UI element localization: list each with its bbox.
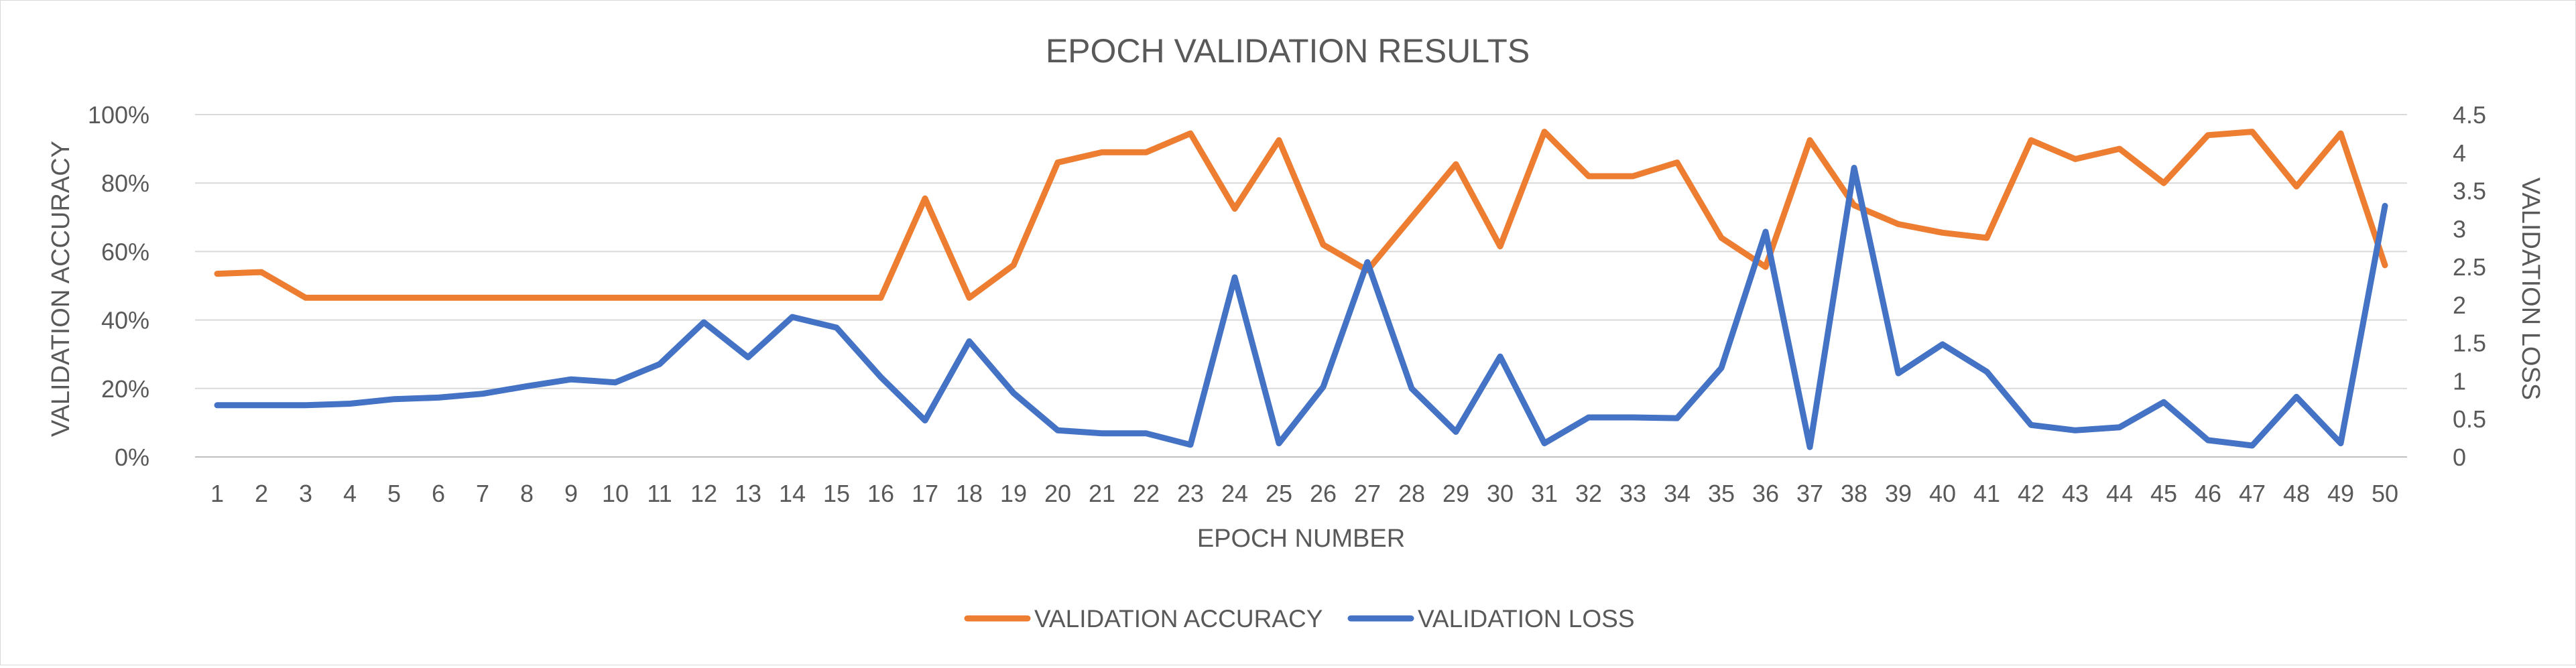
legend-label-loss: VALIDATION LOSS (1418, 605, 1635, 632)
x-tick-label: 11 (647, 480, 672, 507)
legend: VALIDATION ACCURACY VALIDATION LOSS (964, 605, 1635, 632)
x-tick-label: 39 (1885, 480, 1912, 507)
x-tick-label: 49 (2327, 480, 2354, 507)
x-tick-label: 1 (210, 480, 224, 507)
y-left-tick-label: 20% (101, 375, 149, 403)
x-tick-label: 40 (1929, 480, 1956, 507)
x-tick-label: 43 (2062, 480, 2089, 507)
y-left-tick-label: 40% (101, 307, 149, 334)
x-tick-label: 23 (1177, 480, 1204, 507)
x-tick-label: 24 (1221, 480, 1248, 507)
x-tick-label: 18 (956, 480, 983, 507)
y-axis-left-label: VALIDATION ACCURACY (47, 141, 75, 437)
x-tick-label: 47 (2239, 480, 2266, 507)
x-tick-label: 33 (1619, 480, 1646, 507)
x-tick-label: 6 (432, 480, 445, 507)
y-right-tick-label: 4 (2453, 139, 2466, 167)
x-tick-label: 12 (690, 480, 717, 507)
x-tick-label: 28 (1398, 480, 1425, 507)
y-axis-right-label: VALIDATION LOSS (2516, 178, 2544, 400)
x-tick-label: 20 (1044, 480, 1071, 507)
x-tick-label: 19 (1000, 480, 1027, 507)
y-right-tick-label: 1.5 (2453, 330, 2486, 357)
x-tick-label: 14 (779, 480, 806, 507)
y-left-tick-label: 100% (88, 101, 149, 129)
x-tick-label: 50 (2372, 480, 2398, 507)
x-tick-label: 16 (867, 480, 894, 507)
x-axis-ticks: 1 2 3 4 5 6 7 8 9 10 11 12 13 14 15 16 17 18 19 20 21 22 23 24 2… (210, 480, 2398, 507)
x-tick-label: 48 (2283, 480, 2310, 507)
x-tick-label: 45 (2150, 480, 2177, 507)
x-tick-label: 32 (1575, 480, 1602, 507)
left-axis-ticks: 0% 20% 40% 60% 80% 100% (88, 101, 149, 471)
series-line-loss (214, 165, 2388, 450)
y-right-tick-label: 2.5 (2453, 253, 2486, 281)
x-tick-label: 36 (1752, 480, 1779, 507)
x-tick-label: 27 (1354, 480, 1381, 507)
x-tick-label: 26 (1310, 480, 1337, 507)
y-right-tick-label: 3 (2453, 215, 2466, 243)
x-tick-label: 22 (1133, 480, 1160, 507)
y-left-tick-label: 0% (115, 444, 149, 471)
right-axis-ticks: 0 0.5 1 1.5 2 2.5 3 3.5 4 4.5 (2453, 101, 2486, 471)
x-tick-label: 15 (823, 480, 850, 507)
y-left-tick-label: 80% (101, 170, 149, 197)
y-right-tick-label: 0.5 (2453, 405, 2486, 433)
x-tick-label: 35 (1708, 480, 1735, 507)
x-tick-label: 34 (1664, 480, 1691, 507)
y-right-tick-label: 3.5 (2453, 178, 2486, 205)
x-axis-label: EPOCH NUMBER (1197, 525, 1405, 553)
series-line-accuracy (214, 129, 2388, 301)
y-right-tick-label: 1 (2453, 367, 2466, 395)
x-tick-label: 10 (602, 480, 629, 507)
y-right-tick-label: 2 (2453, 291, 2466, 319)
x-tick-label: 38 (1841, 480, 1867, 507)
x-tick-label: 29 (1443, 480, 1469, 507)
x-tick-label: 9 (564, 480, 578, 507)
x-tick-label: 25 (1266, 480, 1292, 507)
y-right-tick-label: 4.5 (2453, 101, 2486, 129)
x-tick-label: 21 (1089, 480, 1115, 507)
x-tick-label: 7 (476, 480, 489, 507)
x-tick-label: 30 (1487, 480, 1514, 507)
y-left-tick-label: 60% (101, 238, 149, 265)
x-tick-label: 2 (255, 480, 268, 507)
x-tick-label: 31 (1531, 480, 1558, 507)
gridlines (195, 114, 2407, 458)
x-tick-label: 5 (387, 480, 401, 507)
chart-title: EPOCH VALIDATION RESULTS (1046, 32, 1530, 70)
x-tick-label: 13 (735, 480, 761, 507)
x-tick-label: 42 (2018, 480, 2044, 507)
x-tick-label: 8 (520, 480, 534, 507)
x-tick-label: 17 (912, 480, 938, 507)
x-tick-label: 37 (1796, 480, 1823, 507)
legend-label-accuracy: VALIDATION ACCURACY (1034, 605, 1323, 632)
x-tick-label: 3 (299, 480, 312, 507)
x-tick-label: 4 (343, 480, 357, 507)
x-tick-label: 41 (1973, 480, 2000, 507)
y-right-tick-label: 0 (2453, 444, 2466, 471)
series-layer (214, 129, 2388, 450)
x-tick-label: 44 (2106, 480, 2133, 507)
x-tick-label: 46 (2195, 480, 2221, 507)
